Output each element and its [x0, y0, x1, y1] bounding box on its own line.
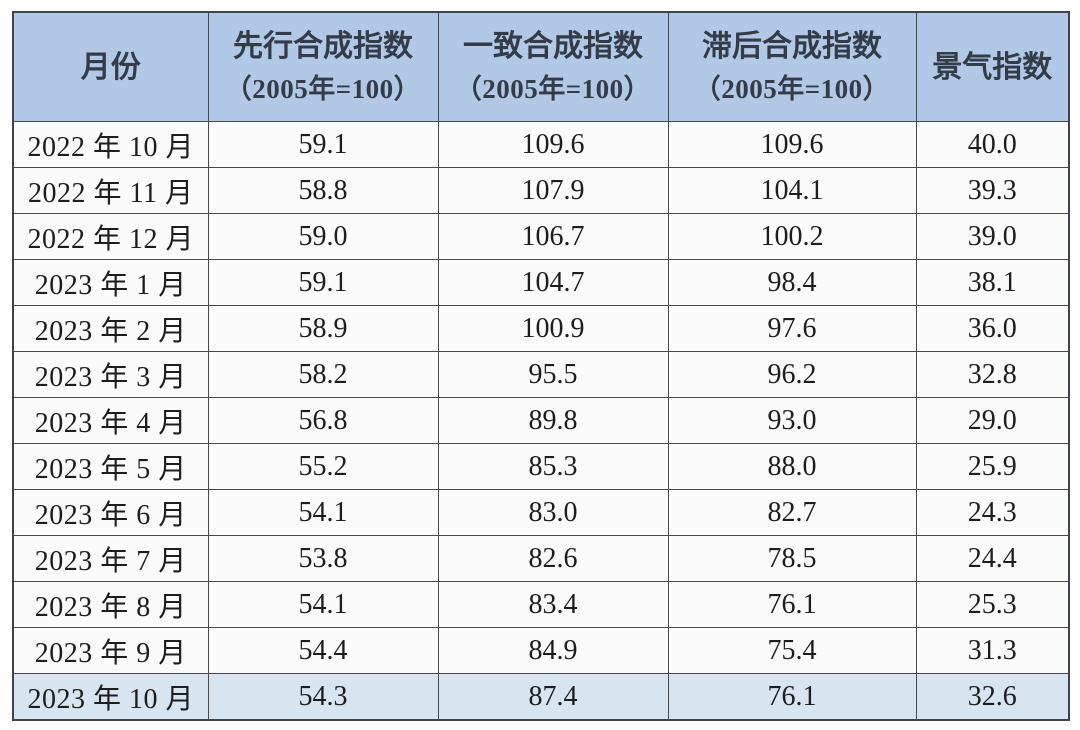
- cell-leading: 58.8: [207, 167, 439, 214]
- col-header-leading: 先行合成指数 （2005年=100）: [207, 11, 439, 122]
- table-row: 2023 年 9 月 54.4 84.9 75.4 31.3: [12, 627, 1070, 674]
- cell-month: 2023 年 3 月: [12, 351, 209, 398]
- cell-leading: 54.1: [207, 581, 439, 628]
- cell-lagging: 78.5: [667, 535, 917, 582]
- col-header-coincident: 一致合成指数 （2005年=100）: [437, 11, 669, 122]
- cell-prosperity: 25.9: [915, 443, 1070, 490]
- cell-prosperity: 32.6: [915, 673, 1070, 721]
- table-row: 2023 年 5 月 55.2 85.3 88.0 25.9: [12, 443, 1070, 490]
- cell-lagging: 109.6: [667, 121, 917, 168]
- cell-month: 2023 年 9 月: [12, 627, 209, 674]
- cell-leading: 56.8: [207, 397, 439, 444]
- table-row: 2023 年 1 月 59.1 104.7 98.4 38.1: [12, 259, 1070, 306]
- table-row: 2022 年 10 月 59.1 109.6 109.6 40.0: [12, 121, 1070, 168]
- cell-coincident: 104.7: [437, 259, 669, 306]
- cell-coincident: 109.6: [437, 121, 669, 168]
- cell-lagging: 75.4: [667, 627, 917, 674]
- cell-month: 2023 年 4 月: [12, 397, 209, 444]
- cell-coincident: 107.9: [437, 167, 669, 214]
- cell-month: 2023 年 1 月: [12, 259, 209, 306]
- cell-lagging: 104.1: [667, 167, 917, 214]
- cell-lagging: 97.6: [667, 305, 917, 352]
- cell-month: 2023 年 7 月: [12, 535, 209, 582]
- table-row-highlighted: 2023 年 10 月 54.3 87.4 76.1 32.6: [12, 673, 1070, 721]
- col-header-coincident-label: 一致合成指数: [463, 30, 643, 64]
- cell-lagging: 76.1: [667, 581, 917, 628]
- cell-prosperity: 25.3: [915, 581, 1070, 628]
- table-row: 2023 年 2 月 58.9 100.9 97.6 36.0: [12, 305, 1070, 352]
- cell-prosperity: 29.0: [915, 397, 1070, 444]
- cell-month: 2022 年 10 月: [12, 121, 209, 168]
- cell-coincident: 85.3: [437, 443, 669, 490]
- cell-lagging: 82.7: [667, 489, 917, 536]
- cell-leading: 53.8: [207, 535, 439, 582]
- cell-prosperity: 38.1: [915, 259, 1070, 306]
- col-header-lagging-label: 滞后合成指数: [702, 30, 882, 64]
- cell-coincident: 100.9: [437, 305, 669, 352]
- col-header-leading-sub: （2005年=100）: [224, 74, 422, 105]
- cell-month: 2023 年 8 月: [12, 581, 209, 628]
- table-row: 2022 年 11 月 58.8 107.9 104.1 39.3: [12, 167, 1070, 214]
- cell-leading: 59.1: [207, 121, 439, 168]
- table-row: 2023 年 8 月 54.1 83.4 76.1 25.3: [12, 581, 1070, 628]
- cell-month: 2023 年 2 月: [12, 305, 209, 352]
- cell-month: 2023 年 5 月: [12, 443, 209, 490]
- col-header-month-label: 月份: [80, 50, 141, 84]
- cell-lagging: 76.1: [667, 673, 917, 721]
- cell-month: 2023 年 6 月: [12, 489, 209, 536]
- cell-coincident: 83.4: [437, 581, 669, 628]
- cell-leading: 58.2: [207, 351, 439, 398]
- cell-coincident: 87.4: [437, 673, 669, 721]
- col-header-prosperity: 景气指数: [915, 11, 1070, 122]
- cell-coincident: 95.5: [437, 351, 669, 398]
- cell-prosperity: 24.4: [915, 535, 1070, 582]
- table-row: 2023 年 4 月 56.8 89.8 93.0 29.0: [12, 397, 1070, 444]
- composite-index-table: 月份 先行合成指数 （2005年=100） 一致合成指数 （2005年=100）…: [12, 11, 1070, 721]
- cell-leading: 59.1: [207, 259, 439, 306]
- cell-month: 2023 年 10 月: [12, 673, 209, 721]
- col-header-coincident-sub: （2005年=100）: [454, 74, 652, 105]
- table-row: 2022 年 12 月 59.0 106.7 100.2 39.0: [12, 213, 1070, 260]
- table-header-row: 月份 先行合成指数 （2005年=100） 一致合成指数 （2005年=100）…: [12, 11, 1070, 122]
- table-row: 2023 年 6 月 54.1 83.0 82.7 24.3: [12, 489, 1070, 536]
- col-header-prosperity-label: 景气指数: [932, 50, 1053, 84]
- cell-leading: 59.0: [207, 213, 439, 260]
- cell-prosperity: 39.0: [915, 213, 1070, 260]
- cell-leading: 55.2: [207, 443, 439, 490]
- col-header-month: 月份: [12, 11, 209, 122]
- cell-lagging: 93.0: [667, 397, 917, 444]
- cell-coincident: 106.7: [437, 213, 669, 260]
- cell-lagging: 98.4: [667, 259, 917, 306]
- cell-prosperity: 40.0: [915, 121, 1070, 168]
- table-row: 2023 年 7 月 53.8 82.6 78.5 24.4: [12, 535, 1070, 582]
- cell-coincident: 84.9: [437, 627, 669, 674]
- cell-month: 2022 年 12 月: [12, 213, 209, 260]
- col-header-lagging-sub: （2005年=100）: [693, 74, 891, 105]
- cell-leading: 54.4: [207, 627, 439, 674]
- cell-coincident: 82.6: [437, 535, 669, 582]
- cell-leading: 54.3: [207, 673, 439, 721]
- cell-lagging: 100.2: [667, 213, 917, 260]
- cell-prosperity: 31.3: [915, 627, 1070, 674]
- cell-prosperity: 24.3: [915, 489, 1070, 536]
- cell-prosperity: 39.3: [915, 167, 1070, 214]
- cell-prosperity: 36.0: [915, 305, 1070, 352]
- cell-lagging: 96.2: [667, 351, 917, 398]
- cell-lagging: 88.0: [667, 443, 917, 490]
- cell-month: 2022 年 11 月: [12, 167, 209, 214]
- cell-leading: 58.9: [207, 305, 439, 352]
- cell-prosperity: 32.8: [915, 351, 1070, 398]
- col-header-leading-label: 先行合成指数: [233, 30, 413, 64]
- col-header-lagging: 滞后合成指数 （2005年=100）: [667, 11, 917, 122]
- cell-coincident: 89.8: [437, 397, 669, 444]
- cell-coincident: 83.0: [437, 489, 669, 536]
- table-row: 2023 年 3 月 58.2 95.5 96.2 32.8: [12, 351, 1070, 398]
- cell-leading: 54.1: [207, 489, 439, 536]
